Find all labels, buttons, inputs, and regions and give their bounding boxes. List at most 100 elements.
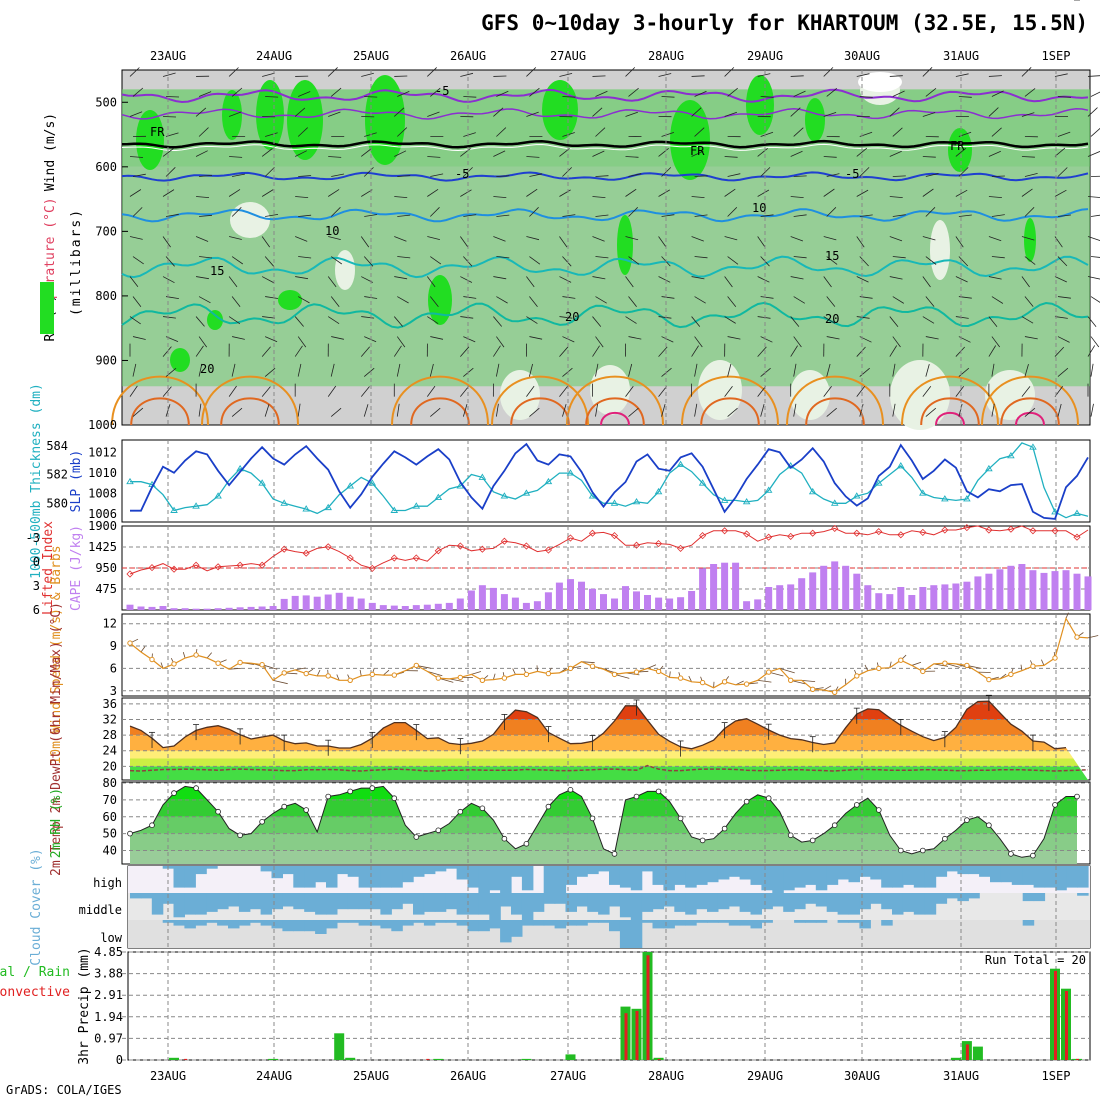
wind-barb	[427, 188, 439, 197]
cloud-bar-middle	[543, 893, 556, 904]
wind-barb	[760, 296, 774, 299]
cloud-bar-high	[924, 866, 937, 888]
cloud-bar-low	[402, 920, 414, 926]
wind-barb	[529, 207, 539, 217]
lifted-index-point	[170, 565, 178, 573]
wind-barb	[955, 236, 964, 248]
cloud-bar-high	[1044, 866, 1056, 888]
grads-credit: GrADS: COLA/IGES	[6, 1083, 122, 1097]
wind-barb	[231, 363, 236, 377]
wind10m-barb	[801, 679, 816, 682]
wind10m-ticks: 12 9 6 3	[103, 617, 117, 698]
wind10m-point	[457, 674, 463, 681]
cape-bar	[412, 605, 420, 610]
contour-label: 15	[210, 264, 224, 278]
cloud-bar-high	[260, 866, 273, 872]
cloud-bar-high	[739, 866, 752, 880]
wind-barb	[922, 386, 932, 397]
date-label-top: 27AUG	[550, 49, 586, 63]
thickness-point	[852, 492, 861, 499]
wind-barb	[265, 214, 279, 217]
wind-barb	[922, 188, 934, 197]
cloud-bar-high	[990, 866, 1002, 883]
cloud-bar-low	[445, 920, 458, 923]
wind-barb	[397, 214, 411, 217]
cloud-bar-low	[543, 920, 556, 926]
wind-barb	[493, 150, 506, 157]
wind-barb	[760, 214, 774, 217]
cape-bar	[831, 561, 839, 610]
wind-barb	[132, 256, 144, 265]
wind-barb	[922, 276, 931, 288]
wind-barb	[330, 407, 342, 417]
wind-barb	[955, 316, 969, 319]
wind10m-point	[766, 669, 772, 675]
thickness-point	[654, 487, 663, 495]
lifted-index-point	[875, 528, 883, 536]
cloud-bar-high	[478, 866, 490, 893]
wind-barb	[1057, 214, 1071, 217]
cape-bar	[941, 584, 949, 610]
thickness-point	[742, 497, 751, 505]
wind-barb	[724, 111, 738, 117]
wind-barb	[165, 256, 175, 267]
cloud-bar-middle	[315, 893, 327, 915]
date-label-bottom: 1SEP	[1042, 1069, 1071, 1083]
cape-bar	[192, 608, 200, 610]
thickness-point	[544, 477, 553, 485]
cape-bar	[919, 587, 927, 610]
wind-barb	[757, 316, 771, 319]
contour-30	[510, 397, 570, 426]
contour-label: 20	[565, 310, 579, 324]
cloud-bar-high	[837, 866, 850, 880]
cape-bar	[434, 603, 442, 610]
wind-barb	[955, 385, 965, 397]
cloud-bar-high	[500, 866, 512, 893]
rh2m-point	[1074, 793, 1080, 800]
contour-35	[1015, 411, 1045, 426]
wind-barb	[991, 214, 1005, 217]
wind-barb	[625, 67, 636, 77]
cloud-bar-low	[173, 920, 185, 926]
wind-barb	[859, 96, 873, 98]
thickness-axis-label: 1000-500mb Thickness (dm)	[29, 383, 44, 579]
wind-barb	[328, 156, 342, 158]
wind-barb	[360, 346, 371, 357]
cloud-bar-low	[478, 920, 490, 932]
wind10m-series	[127, 616, 1089, 695]
cape-bar	[280, 598, 288, 610]
lifted-index-point	[985, 526, 993, 534]
precip-tick: 0.97	[94, 1031, 123, 1045]
rh2m-panel: 80 70 60 50 40 2m RH (%)	[49, 776, 1091, 865]
wind-barb	[228, 189, 241, 197]
thickness-point	[808, 487, 817, 495]
thickness-point	[280, 499, 288, 506]
cloud-bar-low	[326, 920, 338, 929]
wind-barb	[496, 336, 505, 348]
wind-barb	[826, 363, 831, 377]
wind-barb	[691, 345, 699, 357]
wind-barb	[132, 336, 146, 340]
wind-barb	[460, 236, 469, 248]
cloud-bar-low	[249, 920, 262, 923]
wind-barb	[396, 336, 406, 348]
wind10m-panel: 12 9 6 3 10m Wind Speed (m/s) & Barbs	[49, 545, 1099, 765]
wind-barb	[526, 276, 535, 288]
cape-bar	[578, 581, 585, 610]
slp-tick: 1012	[88, 445, 117, 459]
thickness-point	[258, 479, 266, 486]
wind-barb	[363, 367, 375, 377]
wind-barb	[790, 345, 798, 357]
wind-barb	[129, 156, 144, 158]
cloud-bar-middle	[184, 893, 196, 915]
cloud-bar-middle	[739, 893, 752, 912]
wind-barb	[793, 90, 806, 97]
lifted-index-point	[478, 545, 486, 553]
cape-tick: 475	[95, 582, 117, 596]
wind-barb	[988, 150, 1001, 157]
wind-barb	[826, 173, 840, 177]
wind-barb	[361, 316, 375, 319]
precip-total-bar	[334, 1033, 345, 1060]
cape-tick: 1900	[88, 519, 117, 533]
wind-barb	[658, 73, 672, 77]
